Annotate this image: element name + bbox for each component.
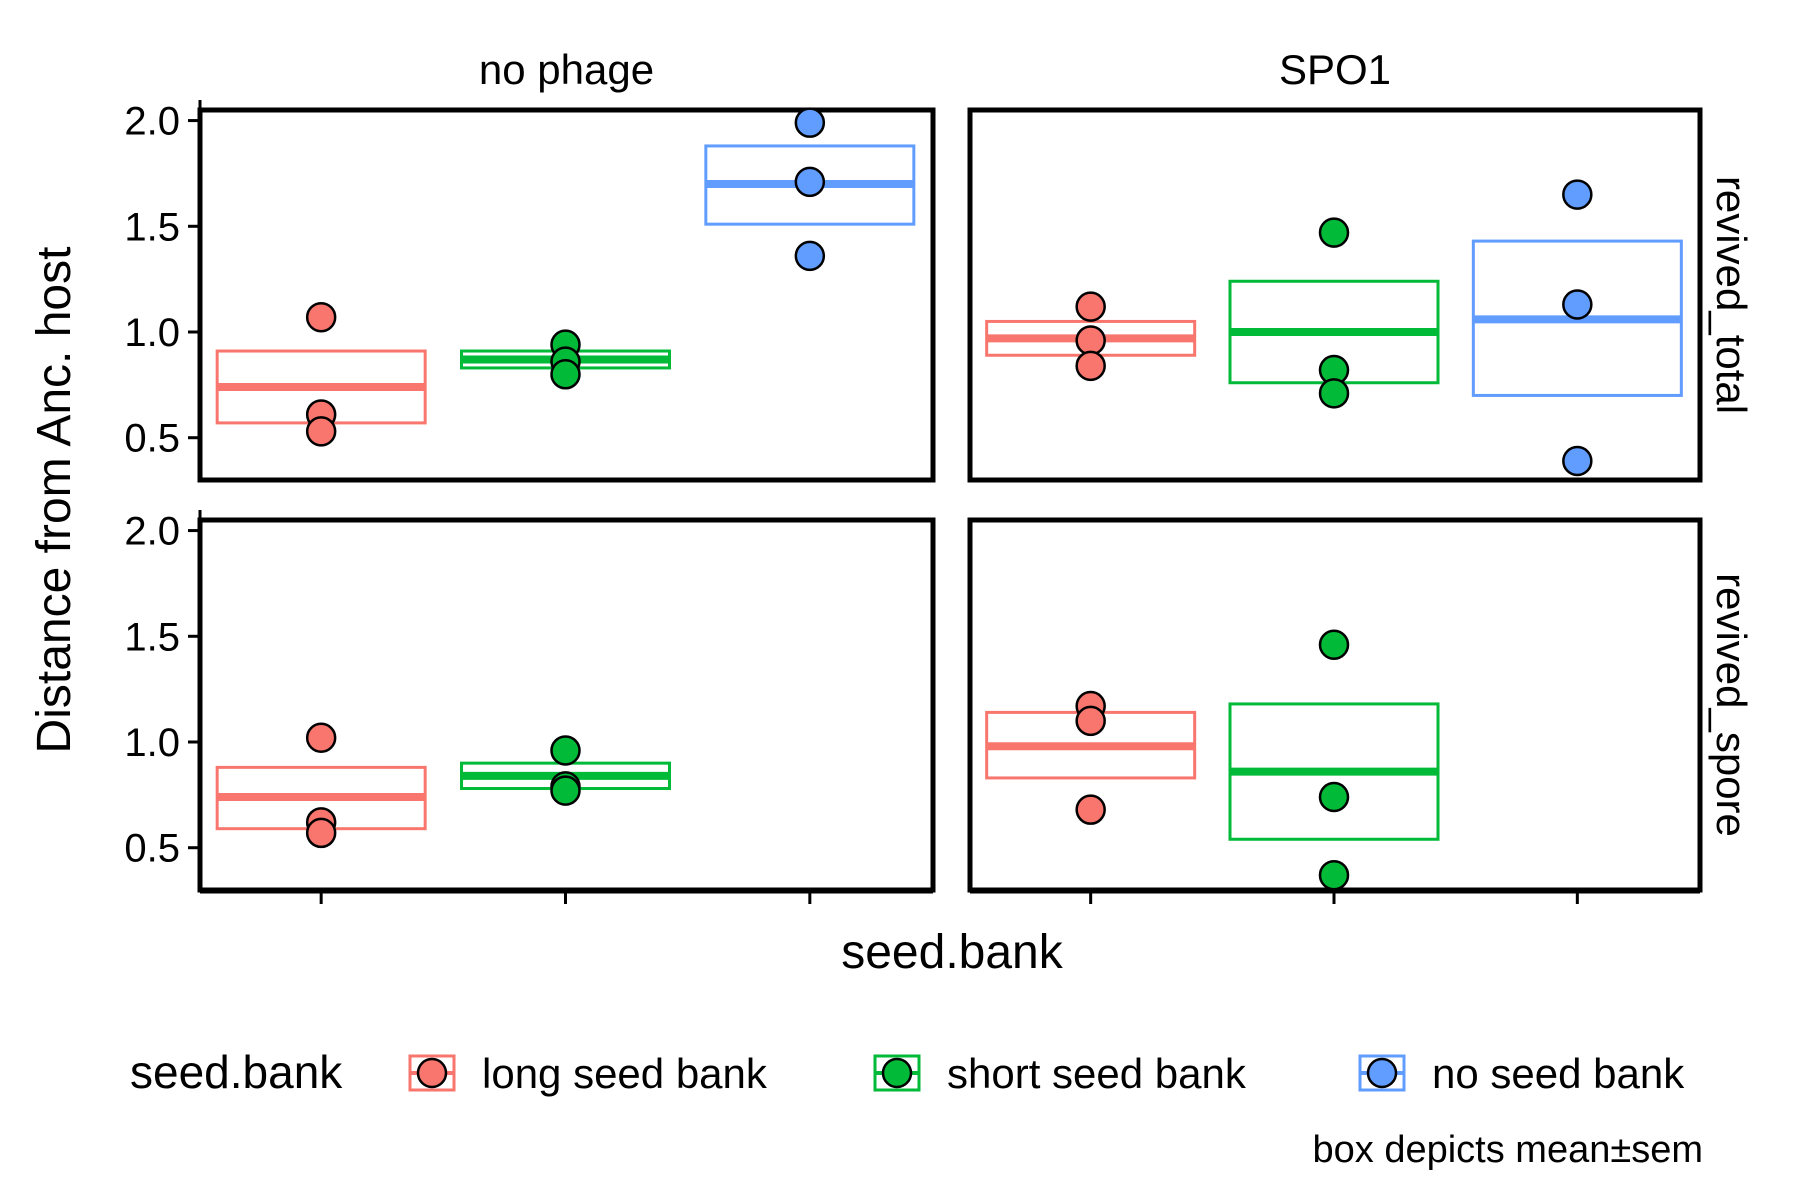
data-point: [1075, 350, 1106, 382]
panel-3: [967, 517, 1703, 893]
legend-label: short seed bank: [947, 1050, 1247, 1097]
data-point: [305, 722, 337, 754]
legend-entry: no seed bank: [1358, 1050, 1685, 1097]
row-label-0: revived_total: [1708, 176, 1755, 414]
legend-label: long seed bank: [482, 1050, 768, 1097]
y-tick-label: 1.0: [124, 721, 180, 765]
y-tick-label: 2.0: [124, 100, 180, 144]
data-point: [305, 817, 337, 849]
data-point: [1075, 794, 1106, 825]
y-tick-label: 1.5: [124, 615, 180, 659]
legend-label: no seed bank: [1432, 1050, 1685, 1097]
x-axis-title: seed.bank: [841, 926, 1064, 979]
data-point: [1562, 445, 1593, 477]
y-tick-label: 0.5: [124, 827, 180, 871]
legend-key-point: [881, 1057, 913, 1089]
y-tick-label: 2.0: [124, 510, 180, 554]
data-point: [305, 301, 337, 333]
data-point: [794, 166, 826, 198]
data-point: [1318, 629, 1350, 660]
y-axis-title: Distance from Anc. host: [28, 247, 81, 754]
y-tick-label: 1.0: [124, 311, 180, 355]
column-label-0: no phage: [479, 46, 654, 93]
panel-1: [967, 107, 1703, 483]
y-tick-label: 0.5: [124, 417, 180, 461]
y-tick-label: 1.5: [124, 205, 180, 249]
legend-key-point: [416, 1057, 448, 1089]
data-point: [1318, 781, 1350, 813]
data-point: [550, 359, 581, 390]
panel-border: [967, 107, 1703, 483]
legend-title: seed.bank: [130, 1046, 343, 1098]
data-point: [550, 775, 581, 806]
data-point: [794, 240, 826, 272]
legend-entry: long seed bank: [408, 1050, 768, 1097]
caption: box depicts mean±sem: [1313, 1129, 1703, 1171]
panel-0: [197, 107, 936, 483]
data-point: [1075, 325, 1106, 356]
panel-2: [197, 517, 936, 893]
data-point: [550, 735, 581, 766]
data-point: [1318, 859, 1350, 891]
legend-key-point: [1366, 1057, 1398, 1089]
data-point: [1075, 705, 1106, 737]
data-point: [1562, 289, 1593, 320]
data-point: [1318, 217, 1350, 248]
data-point: [1318, 378, 1350, 409]
data-point: [1562, 179, 1593, 210]
legend: seed.bank long seed bank short seed bank n…: [130, 1046, 1685, 1098]
row-label-1: revived_spore: [1708, 573, 1755, 837]
column-label-1: SPO1: [1279, 46, 1391, 93]
data-point: [305, 416, 337, 447]
data-point: [794, 107, 826, 138]
panels-layer: no phage SPO1 revived_total revived_spore 0.…: [124, 46, 1755, 904]
data-point: [1075, 291, 1106, 322]
legend-entry: short seed bank: [873, 1050, 1247, 1097]
